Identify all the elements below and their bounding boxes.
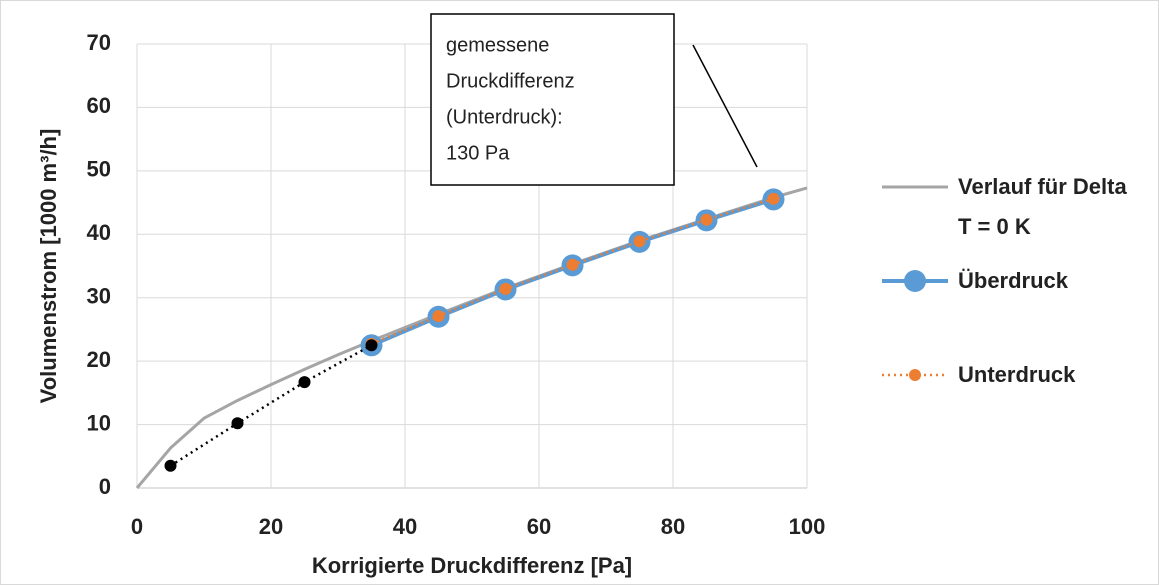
marker (700, 213, 713, 226)
marker (164, 459, 177, 472)
legend-entry: Überdruck (958, 268, 1069, 293)
y-tick-label: 0 (99, 474, 111, 499)
y-tick-label: 20 (87, 347, 111, 372)
legend-entry: Verlauf für Delta T = 0 K (958, 174, 1127, 239)
legend-label: Verlauf für Delta T = 0 K (958, 174, 1127, 239)
annotation-text: Druckdifferenz (446, 70, 575, 92)
y-tick-label: 30 (87, 284, 111, 309)
legend-label: Überdruck (958, 268, 1069, 293)
legend-label: Unterdruck (958, 362, 1076, 387)
y-tick-label: 50 (87, 157, 111, 182)
x-tick-label: 60 (527, 514, 551, 539)
x-tick-label: 0 (131, 514, 143, 539)
y-tick-label: 40 (87, 220, 111, 245)
marker (365, 339, 378, 352)
marker (767, 192, 780, 205)
legend-marker (909, 369, 921, 381)
marker (633, 235, 646, 248)
x-tick-label: 80 (661, 514, 685, 539)
y-axis-label: Volumenstrom [1000 m³/h] (36, 129, 61, 404)
legend-marker (904, 270, 926, 292)
annotation-text: gemessene (446, 34, 549, 56)
marker (499, 282, 512, 295)
annotation-text: 130 Pa (446, 142, 510, 164)
y-tick-label: 70 (87, 30, 111, 55)
x-tick-label: 100 (789, 514, 826, 539)
marker (298, 376, 311, 389)
annotation-box (430, 13, 675, 186)
x-axis-label: Korrigierte Druckdifferenz [Pa] (312, 553, 632, 578)
y-tick-label: 10 (87, 410, 111, 435)
marker (432, 310, 445, 323)
legend-entry: Unterdruck (958, 362, 1076, 387)
x-tick-label: 20 (259, 514, 283, 539)
y-tick-label: 60 (87, 93, 111, 118)
marker (231, 417, 244, 430)
x-tick-label: 40 (393, 514, 417, 539)
annotation-pointer (692, 44, 758, 168)
annotation-text: (Unterdruck): (446, 106, 563, 128)
marker (566, 258, 579, 271)
